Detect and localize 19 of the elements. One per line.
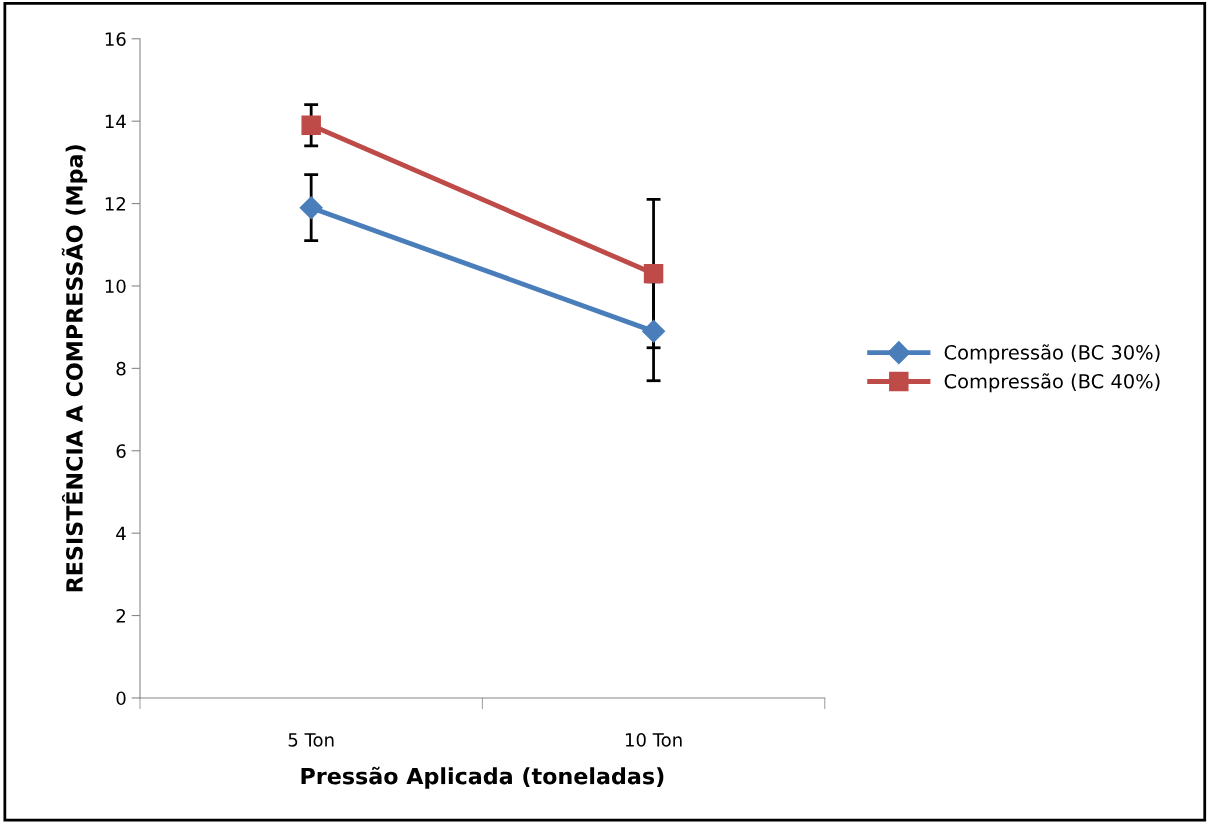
y-axis-title: RESISTÊNCIA A COMPRESSÃO (Mpa) — [61, 145, 88, 592]
y-tick-label: 2 — [116, 609, 125, 623]
legend-label: Compressão (BC 40%) — [944, 373, 1160, 393]
point — [643, 263, 664, 284]
y-tick-label: 10 — [105, 279, 126, 294]
y-tick-label: 4 — [116, 526, 126, 541]
y-tick-label: 8 — [116, 361, 126, 376]
y-tick-label: 16 — [105, 32, 126, 46]
y-tick-label: 14 — [105, 114, 126, 129]
legend-label: Compressão (BC 30%) — [944, 344, 1160, 364]
point — [299, 196, 323, 220]
x-tick-label: 10 Ton — [625, 732, 682, 747]
y-tick-label: 6 — [116, 444, 126, 458]
y-tick-label: 0 — [116, 691, 126, 706]
point — [301, 115, 321, 136]
x-tick-label: 5 Ton — [288, 733, 334, 747]
y-tick-label: 12 — [105, 197, 125, 211]
point — [642, 319, 666, 343]
x-axis-title: Pressão Aplicada (toneladas) — [301, 766, 664, 789]
